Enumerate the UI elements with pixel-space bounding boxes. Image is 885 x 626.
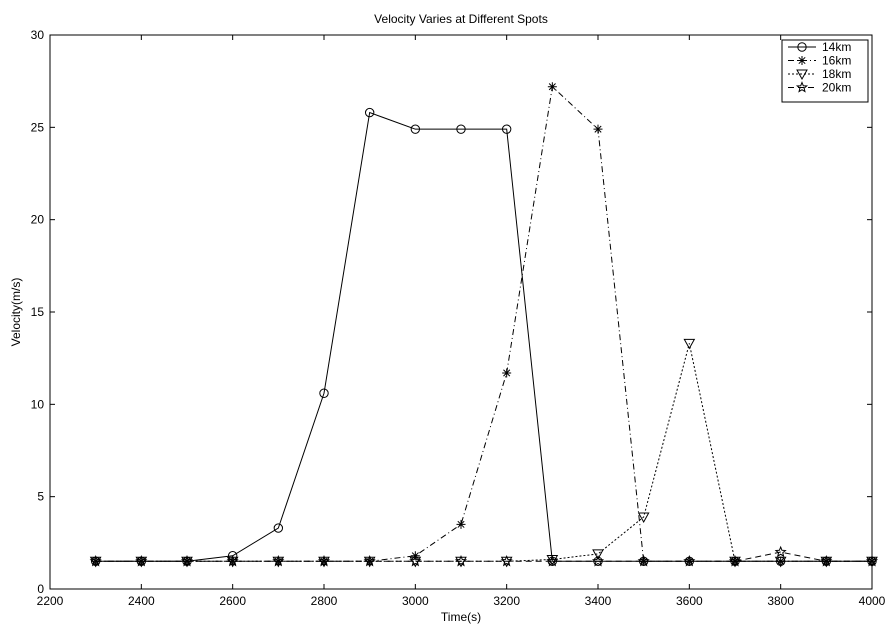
data-point xyxy=(865,554,879,567)
data-point xyxy=(547,82,557,92)
data-point xyxy=(639,556,649,566)
legend-entry: 16km xyxy=(788,54,851,68)
x-tick-label: 2800 xyxy=(311,594,338,608)
series-line-16km xyxy=(95,85,872,562)
data-point xyxy=(91,556,101,566)
data-point xyxy=(546,554,559,567)
data-point xyxy=(591,554,605,567)
legend-marker xyxy=(797,42,807,52)
data-point xyxy=(501,124,512,134)
legend-label: 16km xyxy=(822,54,851,68)
data-point xyxy=(454,554,468,567)
x-tick-label: 2600 xyxy=(219,594,246,608)
x-tick-label: 3600 xyxy=(676,594,703,608)
data-point xyxy=(820,554,833,567)
series-layer xyxy=(89,82,879,568)
legend-entry: 18km xyxy=(788,67,851,81)
data-point xyxy=(637,512,650,524)
data-point xyxy=(135,554,148,567)
legend-box xyxy=(781,39,869,103)
x-tick-label: 2200 xyxy=(37,594,64,608)
data-point xyxy=(593,124,603,134)
data-point xyxy=(272,554,285,567)
data-point xyxy=(317,554,331,567)
data-point xyxy=(319,388,329,398)
plot-area xyxy=(49,34,873,590)
data-point xyxy=(456,124,466,134)
data-point xyxy=(683,554,696,567)
y-tick-label: 10 xyxy=(31,397,45,411)
legend-label: 18km xyxy=(822,67,851,81)
x-tick-label: 3200 xyxy=(493,594,520,608)
legend-label: 14km xyxy=(822,40,851,54)
series-20km xyxy=(89,545,879,567)
legend-entry: 14km xyxy=(788,40,851,54)
y-tick-label: 25 xyxy=(31,120,45,134)
data-point xyxy=(89,554,102,567)
x-tick-label: 3400 xyxy=(585,594,612,608)
data-point xyxy=(500,554,513,567)
x-tick-label: 3000 xyxy=(402,594,429,608)
data-point xyxy=(502,368,512,378)
x-axis-label: Time(s) xyxy=(441,610,481,624)
y-tick-label: 5 xyxy=(37,490,44,504)
data-point xyxy=(409,554,422,567)
legend-marker xyxy=(795,81,809,93)
data-point xyxy=(363,554,376,567)
data-point xyxy=(774,556,787,568)
data-point xyxy=(774,545,787,558)
y-tick-label: 20 xyxy=(31,213,45,227)
axis-ticks: 2200 2400 2600 2800 3000 3200 3400 3600 3800 4000… xyxy=(31,28,885,608)
data-point xyxy=(728,554,742,567)
x-tick-label: 3800 xyxy=(767,594,794,608)
data-point xyxy=(180,554,194,567)
y-tick-label: 15 xyxy=(31,305,45,319)
data-point xyxy=(592,549,604,560)
data-point xyxy=(683,338,696,350)
data-point xyxy=(456,519,466,529)
legend-marker xyxy=(796,69,808,81)
x-tick-label: 2400 xyxy=(128,594,155,608)
chart-title: Velocity Varies at Different Spots xyxy=(374,12,548,26)
data-point xyxy=(273,523,284,533)
y-tick-label: 0 xyxy=(37,582,44,596)
data-point xyxy=(364,107,375,118)
data-point xyxy=(637,554,650,567)
y-tick-label: 30 xyxy=(31,28,45,42)
data-point xyxy=(730,556,740,566)
legend-label: 20km xyxy=(822,81,851,95)
legend-entry: 20km xyxy=(788,81,851,95)
legend-marker xyxy=(797,56,807,65)
data-point xyxy=(226,554,239,567)
y-axis-label: Velocity(m/s) xyxy=(9,278,23,347)
data-point xyxy=(410,124,421,134)
x-tick-label: 4000 xyxy=(859,594,885,608)
series-line-18km xyxy=(95,343,872,562)
